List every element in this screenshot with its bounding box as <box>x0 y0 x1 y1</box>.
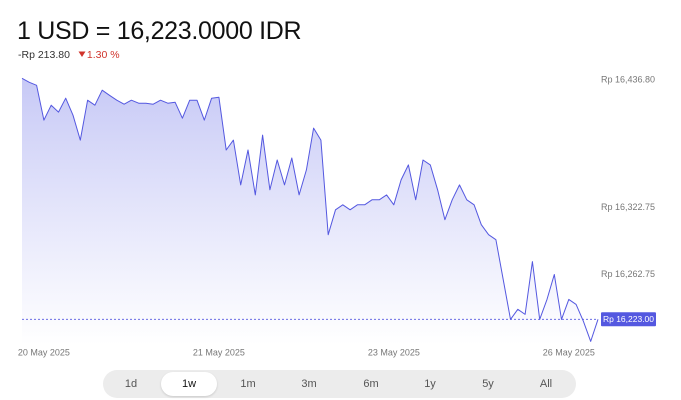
change-amount: -Rp 213.80 <box>18 49 70 61</box>
y-tick-label: Rp 16,436.80 <box>601 75 655 85</box>
change-row: -Rp 213.80 1.30 % <box>18 49 120 61</box>
price-label: Rp 16,223.00 <box>603 314 654 324</box>
y-tick-label: Rp 16,322.75 <box>601 202 655 212</box>
range-button[interactable]: All <box>539 378 553 390</box>
down-icon <box>78 51 86 57</box>
line <box>21 77 599 342</box>
range-button[interactable]: 1w <box>161 372 217 396</box>
y-tick-label: Rp 16,262.75 <box>601 269 655 279</box>
x-tick-label: 23 May 2025 <box>368 347 420 357</box>
x-tick-label: 20 May 2025 <box>18 347 70 357</box>
range-button[interactable]: 1m <box>240 378 256 390</box>
range-button[interactable]: 1y <box>424 378 436 390</box>
area <box>22 78 598 346</box>
range-button[interactable]: 1d <box>124 378 138 390</box>
x-tick-label: 26 May 2025 <box>543 347 595 357</box>
x-tick-label: 21 May 2025 <box>193 347 245 357</box>
price-label-box <box>601 312 656 327</box>
range-selector: 1d 1w 1m 3m 6m 1y 5y All <box>103 370 576 398</box>
change-percent: 1.30 % <box>86 49 120 61</box>
range-button[interactable]: 3m <box>301 378 317 390</box>
range-button[interactable]: 5y <box>482 378 494 390</box>
range-button[interactable]: 6m <box>363 378 379 390</box>
chart-title: 1 USD = 16,223.0000 IDR <box>17 17 302 45</box>
